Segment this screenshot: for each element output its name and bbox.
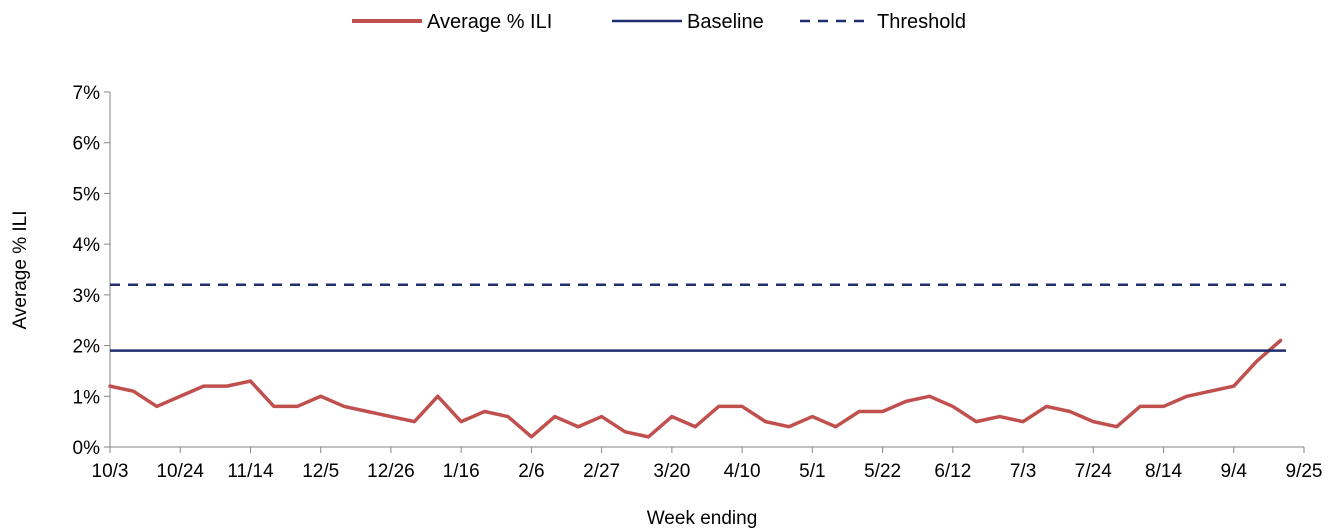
- legend-label-baseline: Baseline: [687, 11, 764, 33]
- x-tick-label: 9/4: [1221, 461, 1248, 482]
- x-tick-label: 4/10: [724, 461, 761, 482]
- y-tick-label: 1%: [73, 387, 101, 408]
- y-tick-label: 5%: [73, 184, 101, 205]
- x-tick-label: 11/14: [227, 461, 274, 482]
- x-tick-label: 7/24: [1075, 461, 1112, 482]
- x-tick-label: 9/25: [1286, 461, 1323, 482]
- x-tick-label: 1/16: [443, 461, 480, 482]
- legend: Average % ILI Baseline Threshold: [352, 11, 966, 33]
- y-axis: 0% 1% 2% 3% 4% 5% 6% 7%: [73, 83, 111, 459]
- x-tick-label: 6/12: [934, 461, 971, 482]
- x-tick-label: 2/6: [518, 461, 544, 482]
- legend-label-average-ili: Average % ILI: [427, 11, 552, 33]
- y-tick-label: 4%: [73, 235, 101, 256]
- x-axis-title: Week ending: [647, 508, 758, 529]
- x-tick-label: 12/26: [367, 461, 415, 482]
- y-tick-label: 3%: [73, 286, 101, 307]
- x-axis: 10/3 10/24 11/14 12/5 12/26 1/16 2/6 2/27 3/20 4/…: [92, 446, 1323, 482]
- x-tick-label: 7/3: [1010, 461, 1036, 482]
- x-tick-label: 8/14: [1145, 461, 1182, 482]
- x-tick-label: 2/27: [583, 461, 620, 482]
- x-tick-label: 5/22: [864, 461, 901, 482]
- x-tick-label: 3/20: [653, 461, 690, 482]
- legend-label-threshold: Threshold: [877, 11, 966, 33]
- y-tick-label: 2%: [73, 337, 101, 358]
- y-tick-label: 0%: [73, 438, 101, 459]
- x-tick-label: 12/5: [302, 461, 339, 482]
- x-tick-label: 10/3: [92, 461, 129, 482]
- y-axis-title: Average % ILI: [10, 210, 31, 329]
- y-tick-label: 6%: [73, 134, 101, 155]
- x-tick-label: 10/24: [156, 461, 204, 482]
- y-tick-label: 7%: [73, 83, 101, 104]
- series-line-average-ili: [108, 338, 1283, 439]
- series-layer: [108, 283, 1286, 439]
- x-tick-label: 5/1: [799, 461, 825, 482]
